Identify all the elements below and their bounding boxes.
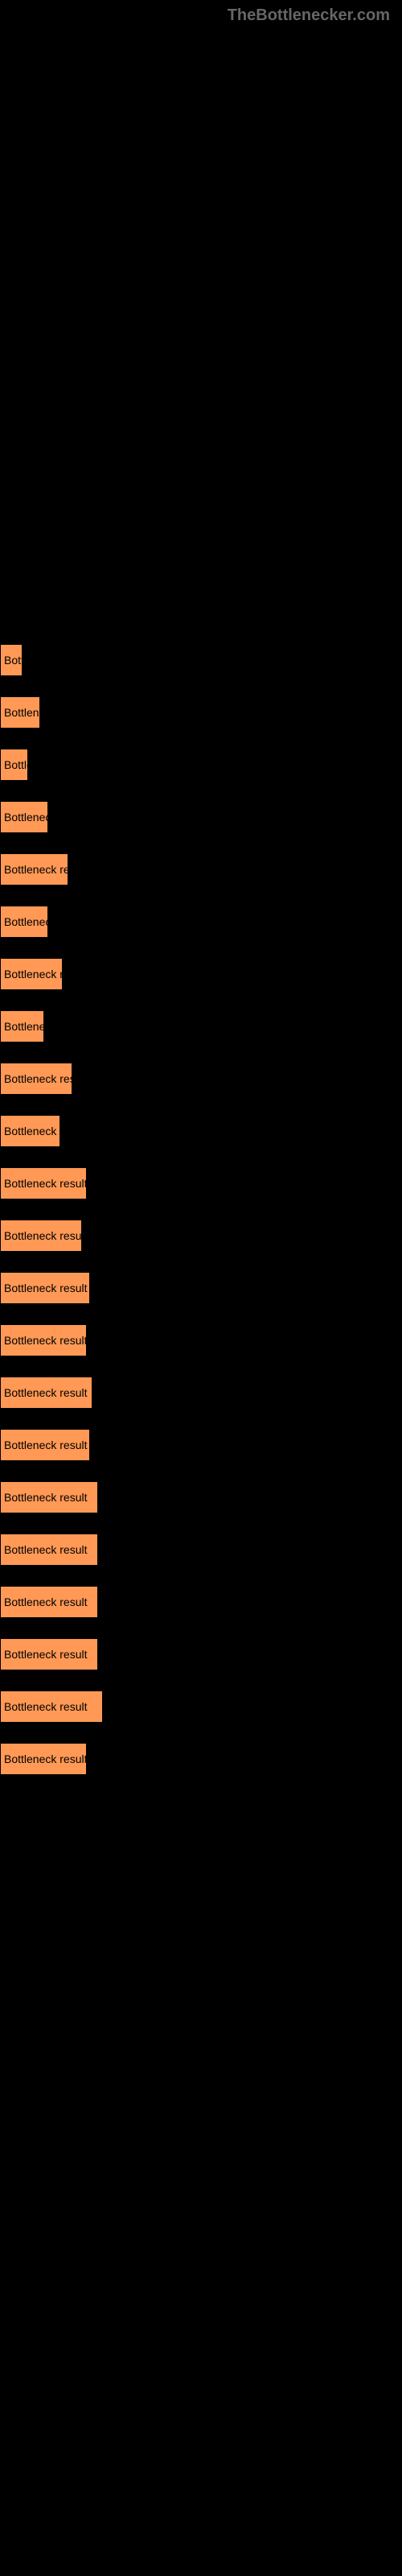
bar-row: Bottleneck: [0, 906, 402, 938]
header-region: TheBottlenecker.com: [0, 0, 402, 644]
bar: Bottleneck result: [0, 1272, 90, 1304]
watermark-text: TheBottlenecker.com: [228, 6, 390, 25]
bar: Bottleneck result: [0, 1690, 103, 1723]
bar-label: Bottle: [4, 758, 28, 771]
bar-link[interactable]: Bottleneck resu: [0, 1063, 402, 1095]
bar-label: Bottleneck res: [4, 863, 68, 876]
bar-row: Bottleneck result: [0, 1377, 402, 1409]
bar-row: Bottleneck result: [0, 1638, 402, 1670]
bar-row: Bottleneck: [0, 801, 402, 833]
bar: Bottleneck r: [0, 1115, 60, 1147]
bar-link[interactable]: Bottleneck result: [0, 1586, 402, 1618]
bar-label: Bottleneck r: [4, 1125, 60, 1137]
bar-link[interactable]: Bottleneck result: [0, 1638, 402, 1670]
bar: Bottleneck result: [0, 1743, 87, 1775]
bar-row: Bottlenec: [0, 696, 402, 729]
bar: Bottleneck result: [0, 1534, 98, 1566]
bar-link[interactable]: Bottleneck result: [0, 1272, 402, 1304]
bar-row: Bottleneck res: [0, 853, 402, 886]
bar: Bottleneck res: [0, 853, 68, 886]
bar-row: Bottleneck result: [0, 1586, 402, 1618]
bar-row: Bottl: [0, 644, 402, 676]
bar-row: Bottleneck result: [0, 1481, 402, 1513]
bar-link[interactable]: Bottleneck result: [0, 1167, 402, 1199]
bar-link[interactable]: Bottleneck: [0, 801, 402, 833]
bar-link[interactable]: Bottleneck: [0, 906, 402, 938]
bar-link[interactable]: Bottlenec: [0, 1010, 402, 1042]
bar-label: Bottleneck result: [4, 1282, 88, 1294]
bar: Bottl: [0, 644, 23, 676]
bar-label: Bottleneck result: [4, 1648, 88, 1661]
bar-link[interactable]: Bottleneck r: [0, 1115, 402, 1147]
bar-link[interactable]: Bottleneck result: [0, 1534, 402, 1566]
bar-row: Bottleneck re: [0, 958, 402, 990]
bar-link[interactable]: Bottle: [0, 749, 402, 781]
bar-chart: Bottl Bottlenec Bottle Bottleneck Bottleneck…: [0, 644, 402, 1827]
bar: Bottleneck: [0, 801, 48, 833]
bar-label: Bottleneck result: [4, 1386, 88, 1399]
bar-row: Bottleneck r: [0, 1115, 402, 1147]
bar-link[interactable]: Bottleneck result: [0, 1481, 402, 1513]
bar: Bottleneck result: [0, 1586, 98, 1618]
bar: Bottle: [0, 749, 28, 781]
bar-label: Bottl: [4, 654, 23, 667]
bar-label: Bottleneck result: [4, 1177, 87, 1190]
bar-label: Bottleneck: [4, 915, 48, 928]
bar-row: Bottleneck result: [0, 1324, 402, 1356]
bar-link[interactable]: Bottleneck res: [0, 853, 402, 886]
bar-link[interactable]: Bottleneck result: [0, 1324, 402, 1356]
bar: Bottlenec: [0, 696, 40, 729]
bar-row: Bottleneck result: [0, 1429, 402, 1461]
bar-label: Bottleneck result: [4, 1491, 88, 1504]
bar-link[interactable]: Bottleneck result: [0, 1743, 402, 1775]
bar-label: Bottleneck result: [4, 1334, 87, 1347]
bar-label: Bottleneck result: [4, 1439, 88, 1451]
bar-label: Bottleneck result: [4, 1700, 88, 1713]
bar: Bottlenec: [0, 1010, 44, 1042]
bar-row: Bottleneck result: [0, 1534, 402, 1566]
bar: Bottleneck: [0, 906, 48, 938]
bar: Bottleneck result: [0, 1481, 98, 1513]
bar-link[interactable]: Bottleneck re: [0, 958, 402, 990]
bar-label: Bottleneck result: [4, 1596, 88, 1608]
bar: Bottleneck result: [0, 1220, 82, 1252]
bar: Bottleneck result: [0, 1167, 87, 1199]
bar-row: Bottlenec: [0, 1010, 402, 1042]
bar-row: Bottleneck resu: [0, 1063, 402, 1095]
bar-label: Bottleneck result: [4, 1752, 87, 1765]
bar: Bottleneck result: [0, 1324, 87, 1356]
bar-row: Bottle: [0, 749, 402, 781]
bar: Bottleneck result: [0, 1638, 98, 1670]
bar-label: Bottleneck result: [4, 1229, 82, 1242]
bar-link[interactable]: Bottleneck result: [0, 1377, 402, 1409]
bar: Bottleneck resu: [0, 1063, 72, 1095]
bar-label: Bottlenec: [4, 706, 40, 719]
bar-label: Bottleneck: [4, 811, 48, 824]
bar-link[interactable]: Bottleneck result: [0, 1690, 402, 1723]
bar-label: Bottlenec: [4, 1020, 44, 1033]
bar-link[interactable]: Bottleneck result: [0, 1220, 402, 1252]
bar: Bottleneck result: [0, 1429, 90, 1461]
bar-link[interactable]: Bottlenec: [0, 696, 402, 729]
bar-row: Bottleneck result: [0, 1690, 402, 1723]
bar-label: Bottleneck result: [4, 1543, 88, 1556]
bar-link[interactable]: Bottleneck result: [0, 1429, 402, 1461]
bar-label: Bottleneck re: [4, 968, 63, 980]
bar-row: Bottleneck result: [0, 1220, 402, 1252]
bar: Bottleneck re: [0, 958, 63, 990]
bar-link[interactable]: Bottl: [0, 644, 402, 676]
bar-row: Bottleneck result: [0, 1272, 402, 1304]
bar-label: Bottleneck resu: [4, 1072, 72, 1085]
bar-row: Bottleneck result: [0, 1167, 402, 1199]
bar: Bottleneck result: [0, 1377, 92, 1409]
bar-row: Bottleneck result: [0, 1743, 402, 1775]
